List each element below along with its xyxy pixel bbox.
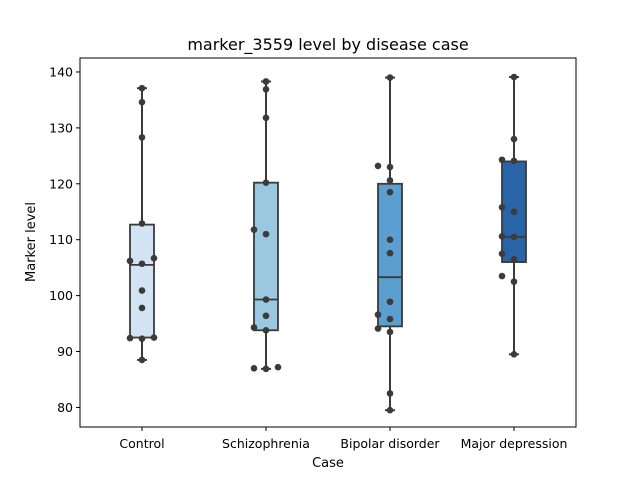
x-axis-label: Case [312, 456, 344, 471]
data-point [498, 233, 506, 240]
data-point [150, 254, 158, 262]
data-point [138, 84, 146, 92]
data-point [138, 304, 146, 312]
data-point [510, 135, 518, 143]
data-point [150, 334, 158, 341]
data-point [274, 363, 282, 371]
data-point [386, 298, 394, 306]
data-point [510, 157, 518, 165]
data-point [262, 312, 270, 320]
y-tick-label: 120 [49, 176, 73, 191]
data-point [262, 114, 270, 122]
x-axis: Control Schizophrenia Bipolar disorder Majo… [119, 427, 567, 451]
data-point [498, 203, 506, 211]
data-point [262, 86, 270, 93]
box-body [253, 181, 279, 332]
data-point [138, 287, 146, 294]
box-body [129, 223, 155, 339]
data-point [262, 326, 270, 334]
data-point [138, 335, 146, 342]
x-tick-label: Control [119, 436, 164, 451]
chart-title: marker_3559 level by disease case [187, 35, 468, 55]
y-tick-label: 140 [49, 64, 73, 79]
data-point [510, 278, 518, 285]
data-point [386, 315, 394, 323]
data-point [374, 162, 382, 170]
data-point [250, 324, 258, 331]
data-point [386, 406, 394, 414]
y-tick-label: 80 [57, 400, 73, 415]
data-point [386, 390, 394, 397]
data-point [386, 74, 394, 81]
data-point [374, 311, 382, 318]
box-control [129, 87, 155, 361]
data-point [138, 98, 146, 106]
data-point [250, 364, 258, 372]
data-point [262, 296, 270, 303]
y-tick-label: 90 [57, 344, 73, 359]
data-point [386, 163, 394, 171]
x-tick-label: Schizophrenia [222, 436, 310, 451]
data-point [126, 257, 134, 265]
data-point [386, 249, 394, 257]
y-tick-label: 110 [49, 232, 73, 247]
data-point [250, 226, 258, 233]
data-point [510, 351, 518, 358]
data-point [262, 179, 270, 186]
x-tick-label: Bipolar disorder [340, 436, 440, 451]
points-layer [126, 73, 518, 414]
y-tick-label: 100 [49, 288, 73, 303]
data-point [138, 134, 146, 141]
data-point [498, 272, 506, 280]
data-point [262, 230, 270, 238]
data-point [386, 236, 394, 244]
data-point [126, 334, 134, 342]
data-point [386, 177, 394, 184]
y-axis-label: Marker level [24, 202, 39, 282]
data-point [138, 220, 146, 227]
data-point [386, 328, 394, 336]
data-point [262, 78, 270, 85]
data-point [510, 233, 518, 241]
data-point [498, 250, 506, 257]
data-point [510, 255, 518, 263]
y-axis: 80 90 100 110 120 130 140 [49, 64, 80, 415]
data-point [262, 365, 270, 373]
data-point [138, 356, 146, 364]
data-point [138, 260, 146, 268]
data-point [510, 208, 518, 216]
data-point [498, 156, 506, 164]
data-point [510, 73, 518, 81]
data-point [374, 325, 382, 332]
data-point [386, 188, 394, 196]
y-tick-label: 130 [49, 120, 73, 135]
x-tick-label: Major depression [461, 436, 568, 451]
plot-area-frame [79, 57, 577, 428]
